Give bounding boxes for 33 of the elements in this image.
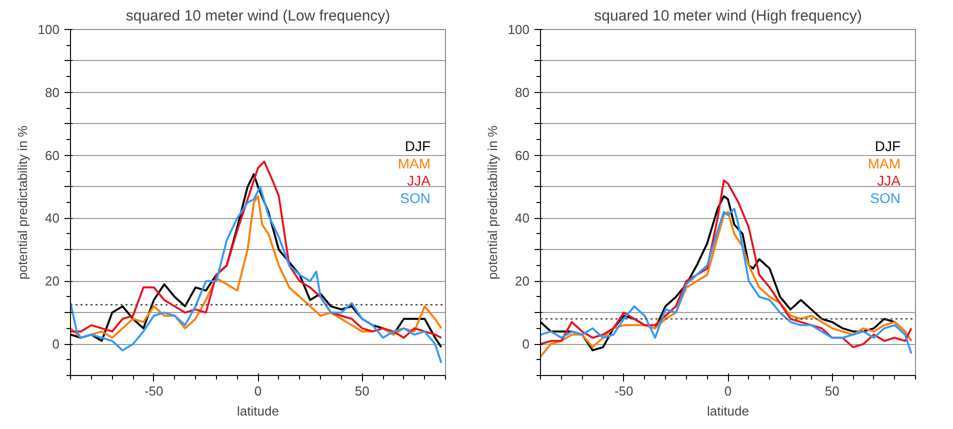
text: DJF xyxy=(874,138,901,154)
text: DJF xyxy=(404,138,431,154)
x-tick-label: 0 xyxy=(724,384,732,398)
x-axis-title: latitude xyxy=(237,404,279,418)
text: JJA xyxy=(877,172,902,189)
text: SON xyxy=(400,190,431,206)
y-axis-title: potential predictability in % xyxy=(484,125,500,280)
x-tick-label: 50 xyxy=(354,384,370,398)
y-tick-label: 100 xyxy=(508,22,530,37)
text: MAM xyxy=(398,155,431,172)
x-tick-label: -50 xyxy=(144,384,164,398)
y-tick-label: 40 xyxy=(45,210,60,226)
text: SON xyxy=(870,190,901,206)
text: MAM xyxy=(868,155,901,172)
y-tick-label: 60 xyxy=(45,148,60,163)
y-tick-label: 80 xyxy=(45,84,60,100)
y-axis-title: potential predictability in % xyxy=(14,125,30,280)
y-tick-label: 0 xyxy=(52,336,60,352)
y-tick-label: 80 xyxy=(515,84,530,100)
y-tick-label: 20 xyxy=(45,274,60,289)
chart-title: squared 10 meter wind (Low frequency) xyxy=(126,8,390,24)
text: JJA xyxy=(407,172,432,189)
y-tick-label: 20 xyxy=(515,274,530,289)
chart-title: squared 10 meter wind (High frequency) xyxy=(594,8,862,24)
x-tick-label: -50 xyxy=(614,384,634,398)
y-tick-label: 0 xyxy=(522,336,530,352)
x-tick-label: 50 xyxy=(824,384,840,398)
x-tick-label: 0 xyxy=(254,384,262,398)
y-tick-label: 60 xyxy=(515,148,530,163)
x-axis-title: latitude xyxy=(707,404,749,418)
y-tick-label: 40 xyxy=(515,210,530,226)
line-series xyxy=(70,195,442,339)
y-tick-label: 100 xyxy=(38,22,60,37)
